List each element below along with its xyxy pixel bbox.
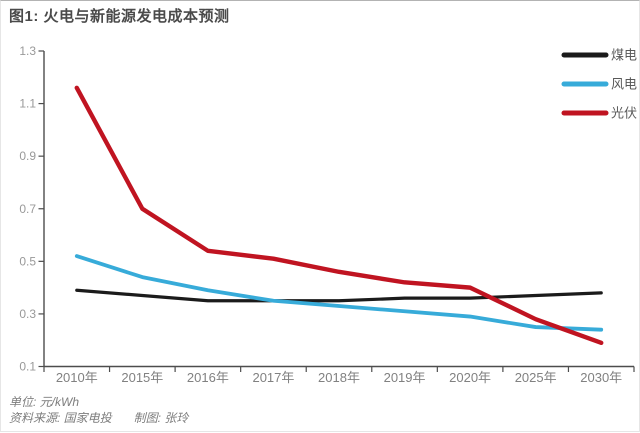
legend-item: 煤电 [561, 48, 637, 63]
series-line-1 [75, 288, 603, 303]
x-tick-label: 2017年 [252, 370, 294, 385]
legend-item: 光伏 [561, 106, 637, 121]
source-note: 资料来源: 国家电投 [9, 411, 112, 425]
legend-item: 风电 [561, 77, 637, 92]
y-tick-label: 0.7 [19, 202, 36, 216]
chart-footer: 单位: 元/kWh 资料来源: 国家电投 制图: 张玲 [9, 394, 188, 426]
x-axis-ticks: 2010年 2015年 2016年 2017年 2018年 2019年 2020年 2025年… [43, 366, 635, 385]
x-tick-label: 2010年 [56, 370, 98, 385]
author-note: 制图: 张玲 [133, 411, 189, 425]
x-tick-label: 2018年 [318, 370, 360, 385]
x-tick-label: 2030年 [580, 370, 622, 385]
y-tick-label: 1.1 [19, 97, 36, 111]
y-tick-label: 0.3 [19, 307, 36, 321]
unit-note: 单位: 元/kWh [9, 395, 80, 409]
chart-title: 图1: 火电与新能源发电成本预测 [9, 8, 230, 25]
y-tick-label: 0.5 [19, 254, 36, 268]
y-tick-label: 1.3 [19, 44, 36, 58]
axes [43, 51, 634, 368]
legend-label: 光伏 [611, 106, 637, 121]
x-tick-label: 2015年 [121, 370, 163, 385]
y-tick-label: 0.9 [19, 149, 36, 163]
series-line-3 [74, 85, 604, 346]
x-tick-label: 2019年 [384, 370, 426, 385]
legend-label: 风电 [611, 77, 637, 92]
x-tick-label: 2016年 [187, 370, 229, 385]
legend-label: 煤电 [611, 48, 637, 63]
y-axis-ticks: 0.1 0.3 0.5 0.7 0.9 1.1 1.3 [19, 44, 44, 374]
series-lines [74, 85, 604, 346]
y-tick-label: 0.1 [19, 360, 36, 374]
x-tick-label: 2025年 [515, 370, 557, 385]
series-line-2 [74, 254, 604, 332]
x-tick-label: 2020年 [449, 370, 491, 385]
